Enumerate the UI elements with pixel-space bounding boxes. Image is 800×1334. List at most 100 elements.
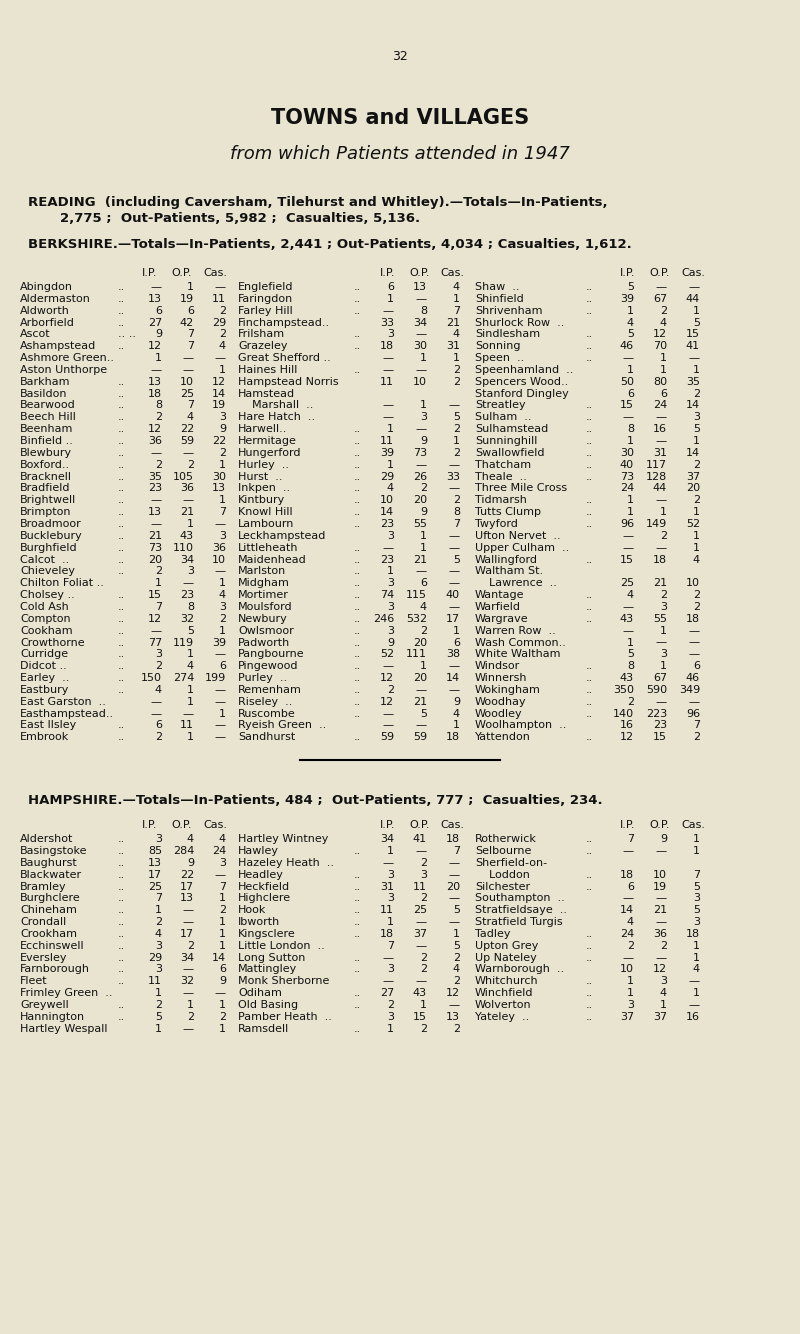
Text: 2: 2: [219, 329, 226, 339]
Text: 37: 37: [686, 472, 700, 482]
Text: 10: 10: [686, 578, 700, 588]
Text: Heckfield: Heckfield: [238, 882, 290, 891]
Text: ..: ..: [586, 696, 594, 707]
Text: ..: ..: [118, 412, 126, 423]
Text: 14: 14: [620, 906, 634, 915]
Text: 2: 2: [155, 567, 162, 576]
Text: Bearwood: Bearwood: [20, 400, 76, 411]
Text: 3: 3: [219, 531, 226, 540]
Text: 9: 9: [387, 638, 394, 647]
Text: 24: 24: [653, 400, 667, 411]
Text: 18: 18: [446, 732, 460, 742]
Text: 7: 7: [693, 870, 700, 879]
Text: 21: 21: [148, 531, 162, 540]
Text: —: —: [623, 412, 634, 423]
Text: Blewbury: Blewbury: [20, 448, 72, 458]
Text: 50: 50: [620, 376, 634, 387]
Text: Three Mile Cross: Three Mile Cross: [475, 483, 567, 494]
Text: Tutts Clump: Tutts Clump: [475, 507, 541, 518]
Text: Beenham: Beenham: [20, 424, 74, 434]
Text: 8: 8: [453, 507, 460, 518]
Text: 29: 29: [212, 317, 226, 328]
Text: ..: ..: [118, 305, 126, 316]
Text: Woolhampton  ..: Woolhampton ..: [475, 720, 566, 731]
Text: Speen  ..: Speen ..: [475, 354, 524, 363]
Text: ..: ..: [118, 342, 126, 351]
Text: —: —: [215, 870, 226, 879]
Text: 1: 1: [187, 732, 194, 742]
Text: —: —: [383, 976, 394, 986]
Text: Ruscombe: Ruscombe: [238, 708, 296, 719]
Text: Ascot: Ascot: [20, 329, 50, 339]
Text: —: —: [449, 1000, 460, 1010]
Text: 40: 40: [620, 460, 634, 470]
Text: 5: 5: [453, 412, 460, 423]
Text: ..: ..: [354, 507, 362, 518]
Text: 6: 6: [627, 882, 634, 891]
Text: Tidmarsh: Tidmarsh: [475, 495, 527, 506]
Text: 52: 52: [686, 519, 700, 530]
Text: 119: 119: [173, 638, 194, 647]
Text: 32: 32: [180, 976, 194, 986]
Text: Compton: Compton: [20, 614, 70, 624]
Text: ..: ..: [118, 1013, 126, 1022]
Text: ..: ..: [354, 626, 362, 635]
Text: 25: 25: [180, 388, 194, 399]
Text: 9: 9: [219, 424, 226, 434]
Text: 36: 36: [212, 543, 226, 552]
Text: 1: 1: [219, 1023, 226, 1034]
Text: 2: 2: [627, 940, 634, 951]
Text: 4: 4: [627, 916, 634, 927]
Text: 1: 1: [693, 366, 700, 375]
Text: —: —: [449, 567, 460, 576]
Text: ..: ..: [118, 519, 126, 530]
Text: ..: ..: [118, 388, 126, 399]
Text: 80: 80: [653, 376, 667, 387]
Text: 19: 19: [212, 400, 226, 411]
Text: 3: 3: [693, 916, 700, 927]
Text: 2: 2: [155, 1000, 162, 1010]
Text: 15: 15: [148, 590, 162, 600]
Text: 21: 21: [446, 317, 460, 328]
Text: —: —: [215, 567, 226, 576]
Text: 140: 140: [613, 708, 634, 719]
Text: Cookham: Cookham: [20, 626, 73, 635]
Text: 32: 32: [180, 614, 194, 624]
Text: 14: 14: [212, 388, 226, 399]
Text: 17: 17: [148, 870, 162, 879]
Text: Shinfield: Shinfield: [475, 293, 524, 304]
Text: 22: 22: [180, 870, 194, 879]
Text: Embrook: Embrook: [20, 732, 70, 742]
Text: 9: 9: [219, 976, 226, 986]
Text: 4: 4: [693, 555, 700, 564]
Text: ..: ..: [354, 293, 362, 304]
Text: 13: 13: [148, 858, 162, 868]
Text: ..: ..: [586, 940, 594, 951]
Text: 1: 1: [420, 354, 427, 363]
Text: 39: 39: [212, 638, 226, 647]
Text: 34: 34: [180, 952, 194, 963]
Text: ..: ..: [586, 662, 594, 671]
Text: 37: 37: [653, 1013, 667, 1022]
Text: —: —: [215, 281, 226, 292]
Text: 32: 32: [392, 49, 408, 63]
Text: 52: 52: [380, 650, 394, 659]
Text: ..: ..: [354, 638, 362, 647]
Text: 34: 34: [380, 834, 394, 844]
Text: ..: ..: [118, 293, 126, 304]
Text: Aston Unthorpe: Aston Unthorpe: [20, 366, 107, 375]
Text: —: —: [416, 940, 427, 951]
Text: —: —: [656, 894, 667, 903]
Text: 35: 35: [148, 472, 162, 482]
Text: Thatcham: Thatcham: [475, 460, 531, 470]
Text: I.P.: I.P.: [620, 820, 636, 830]
Text: 43: 43: [620, 674, 634, 683]
Text: 1: 1: [693, 952, 700, 963]
Text: ..: ..: [354, 964, 362, 975]
Text: Ecchinswell: Ecchinswell: [20, 940, 85, 951]
Text: 5: 5: [693, 906, 700, 915]
Text: 59: 59: [180, 436, 194, 446]
Text: ..: ..: [586, 708, 594, 719]
Text: 6: 6: [387, 281, 394, 292]
Text: 1: 1: [155, 354, 162, 363]
